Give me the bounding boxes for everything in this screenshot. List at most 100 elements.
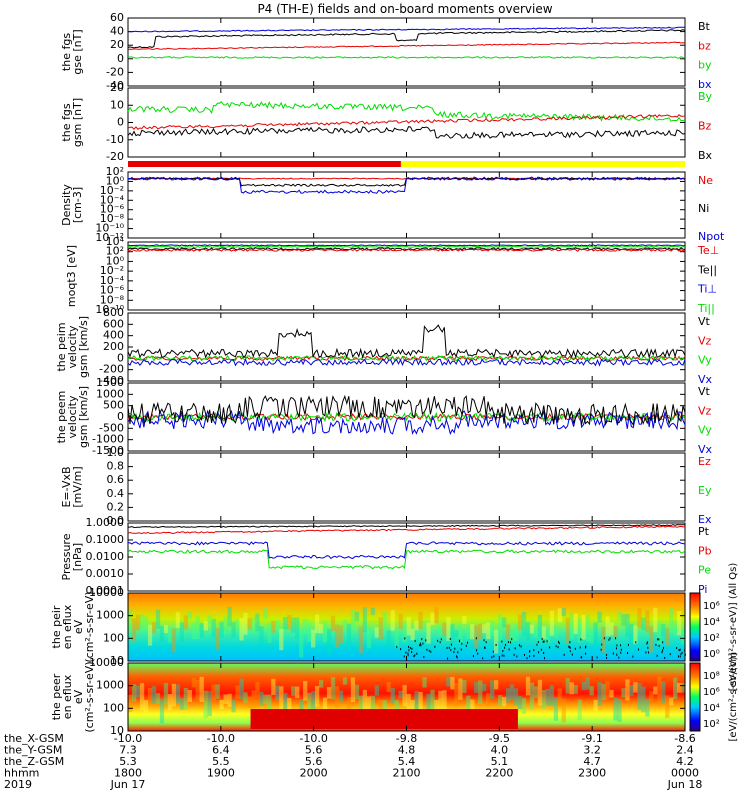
spectrogram-cell (609, 622, 614, 636)
ephem-cell: -9.8 (396, 732, 417, 745)
spectrogram-cell (553, 625, 558, 638)
spectrogram-cell (448, 646, 450, 649)
spectrogram-cell (486, 622, 491, 640)
spectrogram-cell (533, 649, 535, 652)
spectrogram-cell (482, 624, 487, 634)
spectrogram-cell (454, 647, 456, 650)
spectrogram-cell (603, 637, 605, 640)
spectrogram-image (128, 593, 685, 661)
spectrogram-cell (466, 695, 471, 718)
spectrogram-cell (657, 621, 662, 645)
spectrogram-cell (406, 616, 411, 636)
spectrogram-cell (557, 608, 562, 623)
y-axis-label: Density[cm-3] (60, 184, 84, 226)
spectrogram-cell (529, 682, 535, 710)
spectrogram-cell (442, 622, 447, 636)
colorbar-tick: 10⁶ (703, 687, 720, 698)
y-tick-label: 1000 (96, 609, 124, 622)
mode-bar-fast (128, 161, 401, 167)
spectrogram-cell (658, 638, 660, 641)
spectrogram-cell (396, 645, 398, 648)
spectrogram-cell (179, 698, 184, 710)
legend-Pi: Pi (698, 583, 707, 596)
spectrogram-cell (191, 622, 196, 640)
spectrogram-cell (449, 638, 451, 641)
ephem-cell: 1900 (207, 767, 235, 780)
ephem-cell: 5.3 (119, 755, 137, 768)
spectrogram-cell (645, 699, 650, 717)
spectrogram-cell (259, 626, 264, 647)
spectrogram-cell (334, 624, 340, 649)
ephem-cell: -10.0 (299, 732, 327, 745)
spectrogram-cell (438, 690, 443, 711)
spectrogram-cell (482, 683, 487, 692)
spectrogram-cell (597, 611, 602, 623)
spectrogram-cell (565, 617, 570, 644)
spectrogram-cell (453, 651, 455, 654)
spectrogram-cell (413, 655, 415, 658)
spectrogram-cell (447, 657, 449, 660)
spectrogram-cell (420, 644, 422, 647)
colorbar-scale (689, 662, 701, 732)
spectrogram-cell (247, 696, 252, 709)
y-tick-label: 10² (106, 245, 124, 258)
spectrogram-cell (646, 642, 648, 645)
spectrogram-cell (605, 681, 610, 700)
spectrogram-cell (579, 646, 581, 649)
spectrogram-cell (358, 626, 364, 654)
spectrogram-cell (404, 637, 406, 640)
y-tick-label: 800 (103, 306, 124, 319)
colorbar-tick: 10² (703, 719, 720, 730)
series-Pe (127, 549, 686, 570)
spectrogram-cell (629, 623, 634, 651)
spectrogram-cell (215, 627, 220, 650)
spectrogram-cell (540, 648, 542, 651)
spectrogram-cell (475, 637, 477, 640)
spectrogram-cell (455, 655, 457, 658)
y-tick-label: 1.0000 (86, 516, 125, 529)
spectrogram-cell (510, 641, 512, 644)
y-tick-label: 10⁻² (100, 264, 124, 277)
spectrogram-cell (342, 677, 348, 685)
spectrogram-cell (537, 641, 539, 644)
spectrogram-cell (458, 624, 463, 642)
spectrogram-cell (543, 640, 545, 643)
spectrogram-cell (171, 628, 177, 653)
panel-frame (127, 522, 686, 592)
y-axis-label-line: [mV/m] (71, 466, 84, 507)
spectrogram-cell (370, 607, 375, 615)
spectrogram-cell (279, 686, 284, 714)
spectrogram-cell (549, 610, 555, 636)
spectrogram-cell (504, 646, 506, 649)
legend-Ni: Ni (698, 202, 709, 215)
spectrogram-cell (679, 648, 681, 651)
spectrogram-cell (255, 682, 260, 708)
ephem-row-label: the_X-GSM (4, 732, 64, 745)
spectrogram-cell (517, 696, 523, 710)
y-axis-label-line: [cm-3] (71, 187, 84, 223)
y-tick-label: 10000 (89, 656, 124, 669)
spectrogram-cell (263, 694, 268, 705)
spectrogram-cell (416, 652, 418, 655)
spectrogram-cell (366, 626, 371, 649)
y-axis-label-line: the peer (50, 673, 63, 720)
series-Pb (127, 525, 686, 535)
spectrogram-cell (390, 610, 395, 631)
y-tick-label: -200 (99, 363, 124, 376)
spectrogram-cell (187, 611, 192, 619)
spectrogram-cell (597, 682, 602, 706)
spectrogram-cell (411, 651, 413, 654)
spectrogram-cell (437, 639, 439, 642)
spectrogram-cell (538, 651, 540, 654)
spectrogram-cell (503, 654, 505, 657)
spectrogram-cell (581, 614, 586, 640)
spectrogram-cell (406, 693, 411, 721)
spectrogram-cell (569, 641, 571, 644)
spectrogram-cell (419, 644, 421, 647)
spectrogram-cell (541, 690, 547, 710)
spectrogram-cell (326, 629, 332, 656)
spectrogram-cell (247, 618, 252, 630)
